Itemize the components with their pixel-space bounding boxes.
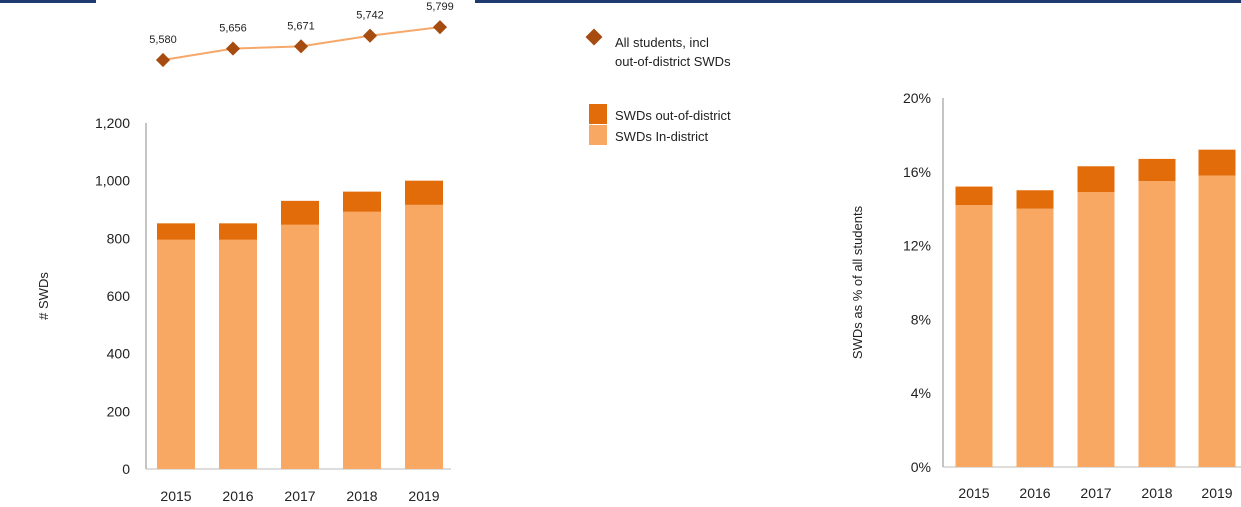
right-bar-in-district-2019 [1198,175,1236,468]
left-bar-out-of-district-2016 [219,223,257,240]
left-x-tick-label-2016: 2016 [222,488,253,504]
line-data-label-2019: 5,799 [426,1,454,13]
left-bar-out-of-district-2018 [343,191,381,212]
legend-out-of-district-swatch [589,104,607,124]
left-bar-out-of-district-2019 [405,180,443,205]
left-y-tick-label: 400 [107,346,131,362]
right-x-tick-label-2015: 2015 [958,485,989,501]
left-bar-in-district-2015 [157,239,195,469]
left-bar-out-of-district-2017 [281,200,319,225]
right-bar-out-of-district-2016 [1016,190,1054,209]
left-y-tick-label: 600 [107,288,131,304]
line-marker-2016 [225,41,241,56]
header-bar-left [0,0,96,3]
left-y-axis-title: # SWDs [36,272,51,320]
line-data-label-2017: 5,671 [287,20,315,32]
right-y-tick-label: 20% [903,90,931,106]
line-marker-2018 [362,28,378,43]
legend-all-students-label-2: out-of-district SWDs [615,54,731,69]
legend: All students, incl out-of-district SWDs … [585,28,731,145]
left-y-tick-label: 1,200 [95,115,130,131]
right-bar-out-of-district-2019 [1198,149,1236,176]
right-y-axis-title: SWDs as % of all students [850,205,865,359]
header-bar-right [475,0,1241,3]
legend-all-students-label-1: All students, incl [615,35,709,50]
left-x-tick-label-2019: 2019 [408,488,439,504]
right-y-tick-label: 0% [911,459,931,475]
right-y-tick-label: 8% [911,311,931,327]
right-bar-out-of-district-2017 [1077,166,1115,193]
line-data-label-2016: 5,656 [219,23,247,35]
right-x-tick-label-2018: 2018 [1141,485,1172,501]
left-x-tick-label-2015: 2015 [160,488,191,504]
right-y-tick-label: 16% [903,164,931,180]
left-x-tick-label-2017: 2017 [284,488,315,504]
line-data-label-2018: 5,742 [356,10,384,22]
left-bar-in-district-2019 [405,204,443,470]
swd-percent-bar-chart: 0% 4% 8% 12% 16% 20% 2015 2016 2017 2018 2019 SWDs … [850,90,1241,501]
legend-out-of-district-label: SWDs out-of-district [615,108,731,123]
right-bar-in-district-2017 [1077,192,1115,467]
line-marker-2019 [432,20,448,35]
right-x-tick-label-2016: 2016 [1019,485,1050,501]
line-marker-2015 [155,52,171,68]
swd-count-bar-chart: 0 200 400 600 800 1,000 1,200 2015 2016 2017 2018 2… [36,115,451,504]
legend-all-students-marker [585,28,603,46]
line-marker-2017 [293,39,309,54]
right-y-tick-label: 12% [903,238,931,254]
left-bar-in-district-2017 [281,224,319,469]
right-bar-in-district-2018 [1138,181,1176,467]
right-bar-out-of-district-2018 [1138,158,1176,182]
left-y-tick-label: 0 [122,461,130,477]
right-x-tick-label-2017: 2017 [1080,485,1111,501]
left-bar-out-of-district-2015 [157,223,195,240]
left-bar-in-district-2016 [219,239,257,469]
left-y-tick-label: 800 [107,230,131,246]
right-bar-in-district-2015 [955,205,993,467]
legend-in-district-label: SWDs In-district [615,129,709,144]
left-y-tick-label: 200 [107,403,131,419]
enrollment-line-chart: 5,580 5,656 5,671 5,742 5,799 [149,1,454,68]
right-x-tick-label-2019: 2019 [1201,485,1232,501]
line-data-label-2015: 5,580 [149,34,177,46]
left-x-tick-label-2018: 2018 [346,488,377,504]
left-y-tick-label: 1,000 [95,173,130,189]
right-y-tick-label: 4% [911,385,931,401]
right-bar-out-of-district-2015 [955,186,993,206]
right-bar-in-district-2016 [1016,208,1054,467]
left-bar-in-district-2018 [343,211,381,469]
legend-in-district-swatch [589,125,607,145]
